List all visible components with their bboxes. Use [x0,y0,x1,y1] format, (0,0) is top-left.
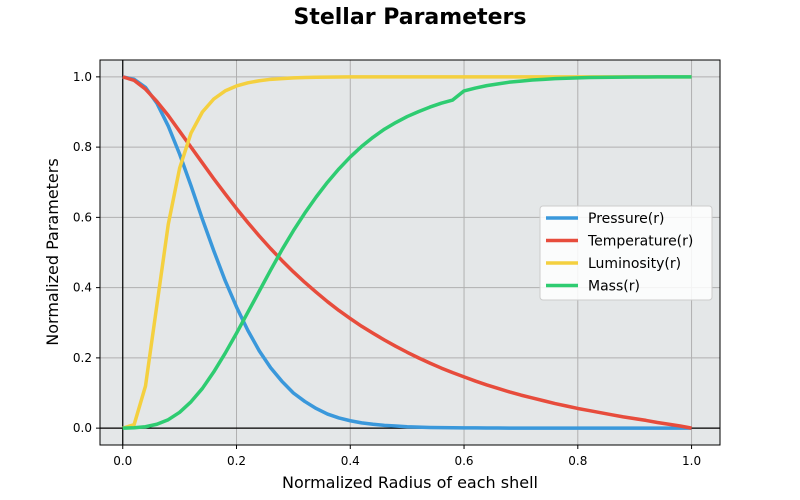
legend-label-pressure: Pressure(r) [588,211,664,227]
series-group [122,75,692,430]
y-axis-label: Normalized Parameters [43,158,62,345]
legend-label-mass: Mass(r) [588,279,640,295]
y-tick-label: 0.0 [73,421,92,435]
legend-box [539,205,713,301]
y-tick-label: 1.0 [73,70,92,84]
legend-label-luminosity: Luminosity(r) [588,256,681,272]
x-tick-label: 0.2 [227,454,246,468]
x-tick-label: 0.8 [568,454,587,468]
x-axis-label: Normalized Radius of each shell [282,473,538,492]
y-tick-label: 0.2 [73,351,92,365]
legend: Pressure(r) Temperature(r) Luminosity(r) Ma… [539,205,713,301]
x-axis-ticks: 0.0 0.2 0.4 0.6 0.8 1.0 [113,445,701,468]
x-tick-label: 0.4 [341,454,360,468]
series-line-mass [122,75,692,430]
y-axis-ticks: 0.0 0.2 0.4 0.6 0.8 1.0 [73,70,100,435]
legend-label-temperature: Temperature(r) [587,234,693,250]
series-line-temperature [122,75,692,430]
plot-frame [99,59,721,446]
y-tick-label: 0.8 [73,140,92,154]
y-tick-label: 0.6 [73,210,92,224]
x-tick-label: 1.0 [682,454,701,468]
x-tick-label: 0.0 [113,454,132,468]
x-tick-label: 0.6 [454,454,473,468]
series-line-pressure [122,75,692,430]
chart-title: Stellar Parameters [293,5,526,30]
y-tick-label: 0.4 [73,281,92,295]
